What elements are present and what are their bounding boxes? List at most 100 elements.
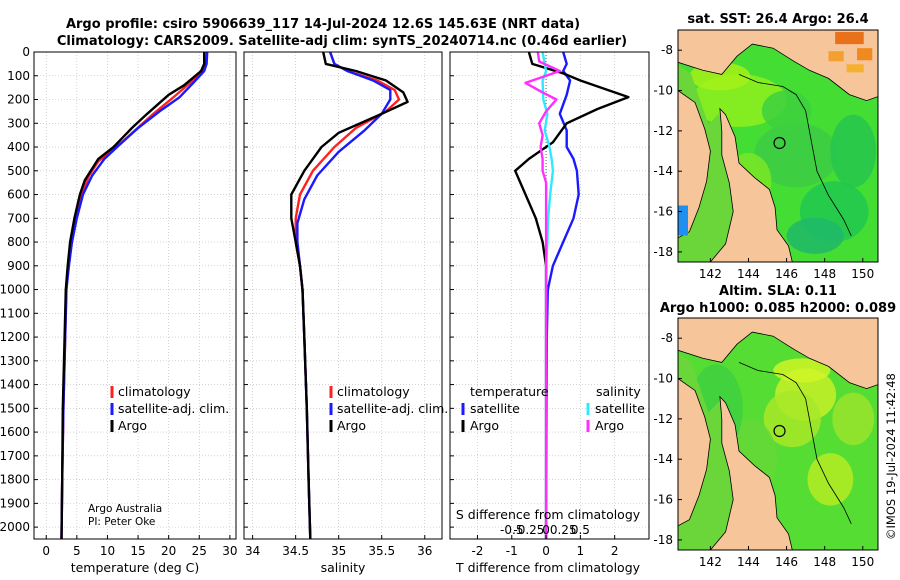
y-tick-label: 2000: [0, 520, 30, 534]
difference-ticks: -2 -1 0 1 2-0.5-0.250 0.250.5: [450, 51, 619, 558]
legend-climatology-label: climatology: [118, 384, 191, 399]
temperature-grid: [34, 51, 236, 539]
temperature-xlabel: temperature (deg C): [71, 560, 200, 575]
top-tick-label: 0.25: [550, 523, 577, 537]
y-tick-label: 600: [7, 188, 30, 202]
difference-grid: [450, 51, 649, 539]
series-line-climatology: [294, 52, 401, 539]
series-line-t-satellite: [544, 52, 580, 539]
salinity-grid: [244, 51, 442, 539]
y-tick-label: 1600: [0, 425, 30, 439]
x-tick-label: 0: [42, 544, 50, 558]
x-tick-label: 146: [775, 555, 798, 569]
x-tick-label: -1: [506, 544, 518, 558]
top-tick-label: 0: [542, 523, 550, 537]
x-tick-label: 20: [161, 544, 176, 558]
sst-map-title: sat. SST: 26.4 Argo: 26.4: [687, 12, 868, 27]
x-tick-label: 144: [737, 555, 760, 569]
salinity-panel-frame: [243, 51, 443, 540]
temperature-legend: climatology satellite-adj. clim. Argo: [110, 384, 229, 433]
y-tick-label: 1100: [0, 306, 30, 320]
y-tick-label: 900: [7, 259, 30, 273]
legend-satellite-label: satellite-adj. clim.: [337, 401, 448, 416]
x-tick-label: 150: [851, 267, 874, 281]
western-coast-landmass: [678, 90, 711, 239]
sst-warm-patch: [835, 32, 864, 45]
x-tick-label: 142: [699, 267, 722, 281]
x-tick-label: -2: [471, 544, 483, 558]
y-tick-label: 1800: [0, 473, 30, 487]
field-patch: [761, 90, 812, 131]
new-guinea-landmass: [678, 30, 878, 102]
y-tick-label: 200: [7, 93, 30, 107]
y-tick-label: 0: [22, 45, 30, 59]
attribution-pi: PI: Peter Oke: [88, 516, 155, 528]
field-patch: [832, 392, 875, 446]
difference-xlabel: T difference from climatology: [455, 560, 641, 575]
new-guinea-landmass: [678, 318, 878, 390]
y-tick-label: 1500: [0, 401, 30, 415]
series-line-s-argo: [524, 52, 561, 539]
x-tick-label: 150: [851, 555, 874, 569]
legend-satellite-label: satellite-adj. clim.: [118, 401, 229, 416]
x-tick-label: 35.5: [368, 544, 395, 558]
series-line-argo: [290, 52, 409, 539]
y-tick-label: 700: [7, 211, 30, 225]
x-tick-label: 0: [542, 544, 550, 558]
x-tick-label: 35: [331, 544, 346, 558]
x-tick-label: 10: [100, 544, 115, 558]
sst-map-frame: [677, 29, 879, 263]
legend-t-satellite-label: satellite: [470, 401, 520, 416]
difference-legend: temperature satellite Argo salinity sate…: [461, 384, 645, 433]
top-tick-label: 0.5: [571, 523, 590, 537]
legend-s-argo-label: Argo: [595, 418, 624, 433]
cape-york-landmass: [678, 395, 793, 550]
field-patch: [786, 217, 844, 254]
sla-map-subtitle: Argo h1000: 0.085 h2000: 0.089: [660, 301, 896, 316]
sla-map-frame: [677, 317, 879, 551]
top-tick-label: -0.5: [500, 523, 523, 537]
x-tick-label: 1: [577, 544, 585, 558]
temperature-lines: [60, 52, 209, 539]
series-line-t-argo: [514, 52, 630, 539]
series-line-argo: [60, 52, 206, 539]
sst-warm-patch: [828, 51, 844, 62]
x-tick-label: 142: [699, 555, 722, 569]
y-tick-label: 100: [7, 69, 30, 83]
legend-t-argo-label: Argo: [470, 418, 499, 433]
imos-timestamp: ©IMOS 19-Jul-2024 11:42:48: [884, 373, 898, 540]
legend-s-satellite-label: satellite: [595, 401, 645, 416]
y-tick-label: -18: [653, 245, 673, 259]
y-tick-label: 400: [7, 140, 30, 154]
sst-warm-patch: [857, 48, 873, 61]
difference-panel-frame: [449, 51, 650, 540]
difference-lines: [514, 52, 630, 539]
y-tick-label: 500: [7, 164, 30, 178]
argo-float-marker: [773, 424, 786, 438]
x-tick-label: 34: [245, 544, 260, 558]
y-tick-label: 800: [7, 235, 30, 249]
legend-argo-label: Argo: [337, 418, 366, 433]
x-tick-label: 148: [813, 267, 836, 281]
legend-temperature-title: temperature: [470, 384, 549, 399]
temperature-panel-frame: [33, 51, 237, 540]
y-tick-label: 1200: [0, 330, 30, 344]
sst-map-ticks: 142 144 146 148 150 -8 -10 -12 -14 -16 -18: [653, 43, 874, 281]
x-tick-label: 148: [813, 555, 836, 569]
salinity-ticks: 34 34.5 35 35.5 36: [244, 51, 432, 558]
y-tick-label: -18: [653, 533, 673, 547]
cape-york-landmass: [678, 107, 793, 262]
y-tick-label: -8: [661, 331, 673, 345]
y-tick-label: 1900: [0, 496, 30, 510]
legend-argo-label: Argo: [118, 418, 147, 433]
western-coast-landmass: [678, 378, 711, 527]
contour-line: [738, 362, 852, 524]
x-tick-label: 30: [222, 544, 237, 558]
attribution-institution: Argo Australia: [88, 503, 162, 515]
y-tick-label: -16: [653, 205, 673, 219]
legend-salinity-title: salinity: [596, 384, 641, 399]
y-tick-label: -14: [653, 452, 673, 466]
y-tick-label: -16: [653, 493, 673, 507]
x-tick-label: 144: [737, 267, 760, 281]
